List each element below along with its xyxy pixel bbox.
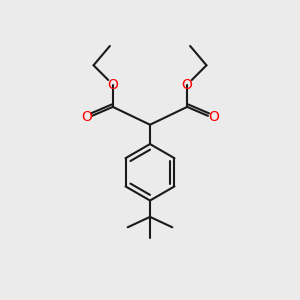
Text: O: O <box>107 78 118 92</box>
Text: O: O <box>81 110 92 124</box>
Text: O: O <box>182 78 193 92</box>
Text: O: O <box>208 110 219 124</box>
